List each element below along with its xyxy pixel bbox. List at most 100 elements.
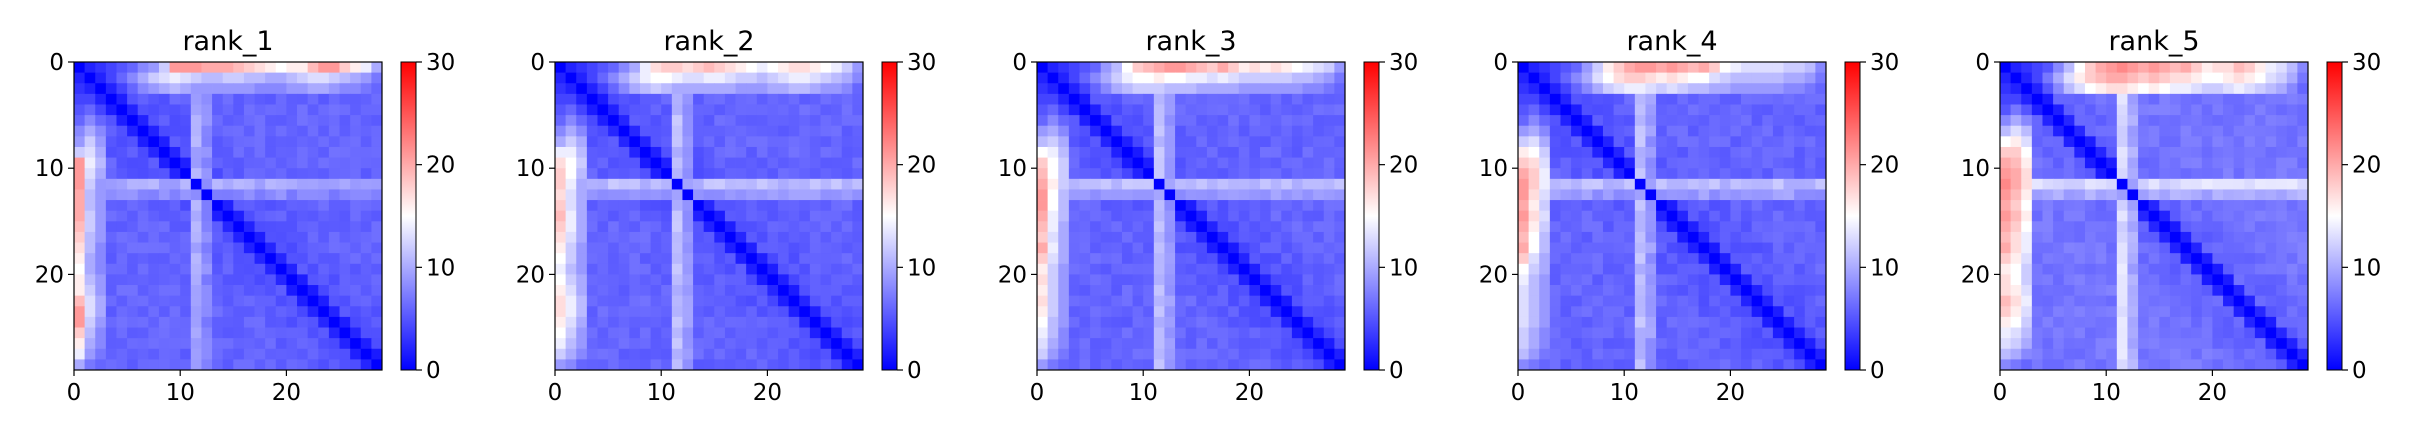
heatmap-cell	[1751, 295, 1763, 307]
plot-frame	[1036, 61, 1346, 371]
heatmap-cell	[1185, 210, 1197, 222]
heatmap-cell	[661, 263, 673, 275]
heatmap-cell	[1804, 62, 1816, 74]
heatmap-cell	[1762, 136, 1774, 148]
heatmap-cell	[1677, 359, 1689, 371]
heatmap-cell	[371, 146, 383, 158]
heatmap-cell	[1260, 178, 1272, 190]
x-tick-label: 20	[1235, 380, 1264, 406]
heatmap-cell	[809, 359, 821, 371]
heatmap-cell	[809, 316, 821, 328]
heatmap-cell	[169, 115, 181, 127]
heatmap-cell	[831, 62, 843, 74]
heatmap-cell	[831, 72, 843, 84]
heatmap-cell	[1698, 115, 1710, 127]
heatmap-cell	[1677, 200, 1689, 212]
heatmap-cell	[297, 306, 309, 318]
heatmap-cell	[2084, 200, 2096, 212]
colorbar-tick-label: 30	[907, 50, 936, 76]
heatmap-cell	[2084, 285, 2096, 297]
heatmap-cell	[286, 231, 298, 243]
heatmap-cell	[116, 210, 128, 222]
heatmap-cell	[2127, 231, 2139, 243]
heatmap-cell	[2212, 115, 2224, 127]
heatmap-cell	[2180, 274, 2192, 286]
heatmap-cell	[1687, 338, 1699, 350]
heatmap-cell	[1730, 316, 1742, 328]
heatmap-cell	[2074, 146, 2086, 158]
heatmap-cell	[2106, 316, 2118, 328]
heatmap-cell	[1270, 253, 1282, 265]
heatmap-cell	[1291, 263, 1303, 275]
heatmap-cell	[1121, 93, 1133, 105]
heatmap-cell	[2297, 263, 2309, 275]
heatmap-cell	[2276, 295, 2288, 307]
heatmap-cell	[1175, 306, 1187, 318]
heatmap-cell	[84, 157, 96, 169]
heatmap-cell	[1666, 189, 1678, 201]
heatmap-cell	[778, 359, 790, 371]
heatmap-cell	[2127, 253, 2139, 265]
heatmap-cell	[693, 62, 705, 74]
heatmap-cell	[2265, 189, 2277, 201]
heatmap-cell	[137, 62, 149, 74]
heatmap-cell	[2148, 62, 2160, 74]
heatmap-cell	[1334, 200, 1346, 212]
heatmap-cell	[1677, 253, 1689, 265]
heatmap-cell	[265, 62, 277, 74]
heatmap-cell	[1528, 221, 1540, 233]
heatmap-cell	[297, 221, 309, 233]
heatmap-cell	[148, 72, 160, 84]
heatmap-cell	[1783, 327, 1795, 339]
heatmap-cell	[339, 104, 351, 116]
heatmap-cell	[127, 136, 139, 148]
heatmap-cell	[597, 253, 609, 265]
heatmap-cell	[2233, 359, 2245, 371]
heatmap-cell	[116, 295, 128, 307]
heatmap-cell	[1196, 338, 1208, 350]
heatmap-cell	[1741, 263, 1753, 275]
heatmap-cell	[2244, 210, 2256, 222]
heatmap-cell	[1164, 327, 1176, 339]
heatmap-cell	[724, 93, 736, 105]
heatmap-cell	[1270, 146, 1282, 158]
heatmap-cell	[2244, 200, 2256, 212]
heatmap-cell	[1143, 316, 1155, 328]
heatmap-cell	[820, 72, 832, 84]
heatmap-cell	[2159, 274, 2171, 286]
heatmap-cell	[1270, 157, 1282, 169]
heatmap-cell	[1762, 189, 1774, 201]
heatmap-cell	[254, 93, 266, 105]
heatmap-cell	[1709, 316, 1721, 328]
heatmap-cell	[1719, 231, 1731, 243]
heatmap-cell	[350, 178, 362, 190]
heatmap-cell	[2233, 338, 2245, 350]
heatmap-cell	[1185, 263, 1197, 275]
heatmap-cell	[1334, 327, 1346, 339]
heatmap-cell	[2212, 136, 2224, 148]
heatmap-cell	[1656, 316, 1668, 328]
heatmap-cell	[2095, 189, 2107, 201]
heatmap-cell	[1334, 83, 1346, 95]
heatmap-cell	[1132, 178, 1144, 190]
heatmap-cell	[555, 242, 567, 254]
heatmap-cell	[820, 168, 832, 180]
heatmap-cell	[2254, 316, 2266, 328]
heatmap-cell	[2106, 359, 2118, 371]
heatmap-cell	[1270, 178, 1282, 190]
heatmap-cell	[639, 189, 651, 201]
heatmap-cell	[350, 125, 362, 137]
heatmap-cell	[350, 189, 362, 201]
heatmap-cell	[2116, 359, 2128, 371]
heatmap-cell	[2223, 83, 2235, 95]
heatmap-cell	[2286, 136, 2298, 148]
heatmap-cell	[1772, 327, 1784, 339]
heatmap-cell	[95, 104, 107, 116]
heatmap-cell	[1058, 125, 1070, 137]
heatmap-cell	[180, 221, 192, 233]
heatmap-cell	[2138, 146, 2150, 158]
heatmap-cell	[2233, 125, 2245, 137]
heatmap-cell	[1794, 327, 1806, 339]
heatmap-cell	[1037, 242, 1049, 254]
heatmap-cell	[2106, 285, 2118, 297]
